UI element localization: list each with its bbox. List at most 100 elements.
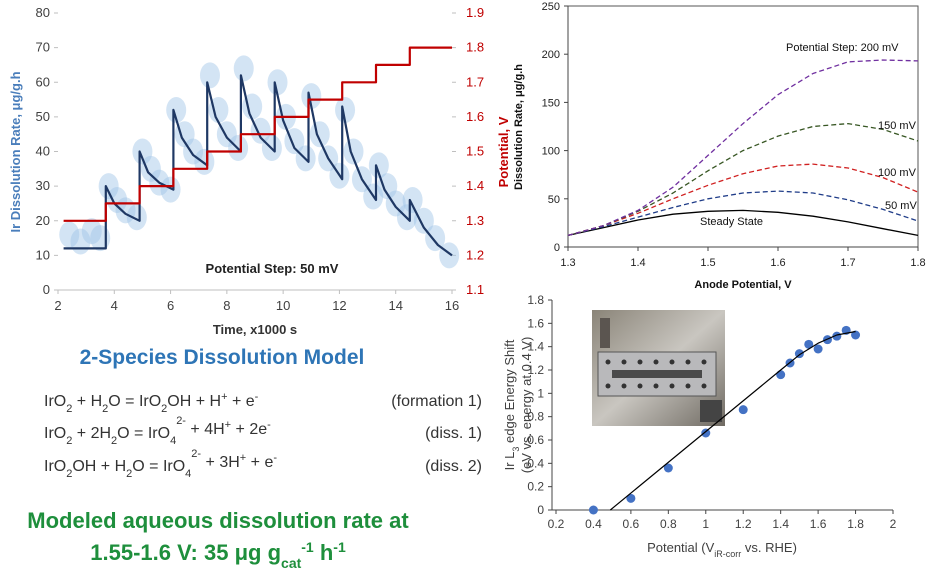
y2-tick-label: 1.4 [466, 178, 484, 193]
data-point [776, 370, 786, 380]
series-line [63, 74, 453, 257]
eq-part: + 3H [201, 454, 240, 471]
series-line [609, 330, 856, 511]
data-point [126, 204, 147, 231]
y-tick-label: 40 [36, 144, 50, 159]
x-tick-label: 2 [54, 298, 61, 313]
data-point [626, 493, 636, 503]
y-tick-label: 1.4 [527, 340, 544, 354]
x-tick-label: 0.4 [585, 517, 602, 531]
eq-superscript: + [221, 391, 227, 403]
data-point [385, 190, 406, 217]
text-part: h [314, 540, 334, 565]
x-tick-label: 1.8 [910, 257, 925, 269]
series-label: 150 mV [878, 120, 917, 132]
photo-fixture [600, 318, 610, 348]
label-subscript: iR-corr [714, 549, 741, 559]
data-point [81, 218, 102, 245]
label-part: edge Energy Shift [502, 339, 517, 446]
photo-inset [592, 310, 725, 426]
data-point [813, 344, 823, 354]
y2-tick-label: 1.3 [466, 213, 484, 228]
eq-part: + 2H [72, 425, 111, 442]
y-tick-label: 0.2 [527, 480, 544, 494]
label-part: Ir L [502, 452, 517, 471]
data-point [402, 186, 423, 213]
y-tick-label: 80 [36, 5, 50, 20]
eq-superscript: + [240, 452, 246, 464]
equation-note: (formation 1) [391, 393, 482, 410]
x-tick-label: 8 [223, 298, 230, 313]
data-point [368, 152, 389, 179]
series-line [63, 46, 452, 222]
eq-superscript: - [273, 452, 277, 464]
data-point [132, 138, 153, 165]
y-axis-label-line-2: (eV vs. energy at 0.4 V) [519, 337, 534, 474]
data-point [335, 96, 356, 123]
eq-part: O = IrO [132, 458, 185, 475]
label-part: vs. RHE) [741, 540, 797, 555]
y-axis-label: Ir L3 edge Energy Shift [502, 339, 521, 470]
x-axis-label: Potential (ViR-corr vs. RHE) [647, 540, 797, 559]
y2-tick-label: 1.1 [466, 282, 484, 297]
eq-superscript: 2- [176, 415, 186, 427]
eq-superscript: - [255, 391, 259, 403]
eq-part: O = IrO [108, 393, 161, 410]
series-label: Steady State [700, 216, 763, 228]
y-tick-label: 30 [36, 178, 50, 193]
eq-subscript: 2 [126, 468, 132, 480]
data-point [588, 505, 598, 515]
y-tick-label: 50 [36, 109, 50, 124]
x-tick-label: 6 [167, 298, 174, 313]
text-part: 1.55-1.6 V: 35 μg g [90, 540, 281, 565]
eq-part: + 4H [186, 421, 225, 438]
eq-superscript: + [225, 419, 231, 431]
y2-tick-label: 1.2 [466, 247, 484, 262]
data-point [90, 225, 111, 252]
x-tick-label: 1 [702, 517, 709, 531]
eq-part: O = IrO [117, 425, 170, 442]
data-point [59, 221, 80, 248]
data-point [98, 173, 119, 200]
x-tick-label: 1.4 [772, 517, 789, 531]
data-point [309, 121, 330, 148]
eq-subscript: 2 [161, 403, 167, 415]
y-tick-label: 250 [542, 1, 560, 13]
x-tick-label: 14 [388, 298, 402, 313]
result-line-1: Modeled aqueous dissolution rate at [27, 508, 409, 533]
eq-subscript: 4 [185, 468, 191, 480]
x-tick-label: 12 [332, 298, 346, 313]
eq-part: + H [72, 393, 102, 410]
text-superscript: -1 [333, 539, 346, 555]
data-point [413, 207, 434, 234]
y2-tick-label: 1.7 [466, 74, 484, 89]
x-tick-label: 1.7 [840, 257, 855, 269]
y-tick-label: 20 [36, 213, 50, 228]
data-point [701, 428, 711, 438]
y-tick-label: 70 [36, 40, 50, 55]
y2-tick-label: 1.5 [466, 144, 484, 159]
x-tick-label: 1.2 [735, 517, 752, 531]
text-superscript: -1 [301, 539, 314, 555]
x-tick-label: 1.5 [700, 257, 715, 269]
y-tick-label: 0 [43, 282, 50, 297]
series-line [567, 163, 919, 237]
series-label: 100 mV [878, 167, 917, 179]
x-tick-label: 1.3 [560, 257, 575, 269]
x-tick-label: 1.6 [810, 517, 827, 531]
x-axis-label: Anode Potential, V [694, 279, 792, 291]
y-axis-label: Dissolution Rate, μg/g.h [513, 64, 525, 190]
eq-subscript: 2 [66, 468, 72, 480]
equation: IrO2 + H2O = IrO2OH + H+ + e- [44, 391, 259, 415]
model-title: 2-Species Dissolution Model [80, 346, 365, 369]
photo-bolts [605, 359, 707, 389]
x-tick-label: 2 [890, 517, 897, 531]
y-tick-label: 0 [554, 242, 560, 254]
x-tick-label: 0.2 [548, 517, 565, 531]
y-tick-label: 150 [542, 97, 560, 109]
annotation: Potential Step: 50 mV [206, 261, 339, 276]
data-point [425, 225, 446, 252]
eq-subscript: 2 [111, 435, 117, 447]
y-tick-label: 0 [537, 503, 544, 517]
